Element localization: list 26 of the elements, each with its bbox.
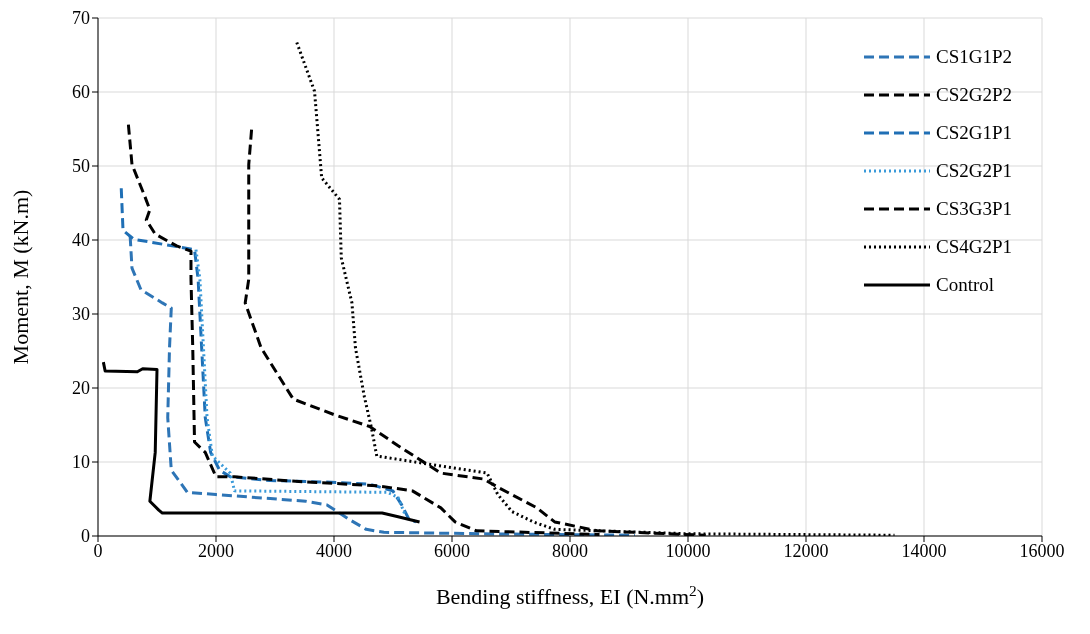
legend-label: CS1G1P2 — [935, 46, 1012, 68]
y-tick-label: 10 — [72, 452, 90, 473]
x-tick-label: 2000 — [198, 540, 234, 561]
y-tick-label: 30 — [72, 304, 90, 325]
y-tick-label: 60 — [72, 82, 90, 103]
x-tick-label: 4000 — [316, 540, 352, 561]
x-tick-label: 10000 — [665, 540, 711, 561]
y-tick-label: 0 — [81, 526, 90, 547]
legend-label: CS4G2P1 — [935, 236, 1012, 258]
y-tick-label: 70 — [72, 8, 90, 29]
legend-label: CS2G2P1 — [935, 160, 1012, 182]
x-tick-label: 12000 — [783, 540, 829, 561]
y-tick-label: 40 — [72, 230, 90, 251]
x-tick-label: 6000 — [434, 540, 470, 561]
y-axis-title: Moment, M (kN.m) — [8, 189, 33, 365]
x-tick-label: 16000 — [1019, 540, 1065, 561]
legend-label: Control — [935, 274, 995, 296]
legend-label: CS2G2P2 — [935, 84, 1012, 106]
legend-label: CS3G3P1 — [935, 198, 1012, 220]
legend-label: CS2G1P1 — [935, 122, 1012, 144]
y-tick-label: 50 — [72, 156, 90, 177]
x-tick-label: 0 — [93, 540, 103, 561]
x-tick-label: 8000 — [552, 540, 588, 561]
y-tick-label: 20 — [72, 378, 90, 399]
x-tick-label: 14000 — [901, 540, 947, 561]
x-axis-title: Bending stiffness, EI (N.mm$^{2}$) — [435, 581, 705, 609]
